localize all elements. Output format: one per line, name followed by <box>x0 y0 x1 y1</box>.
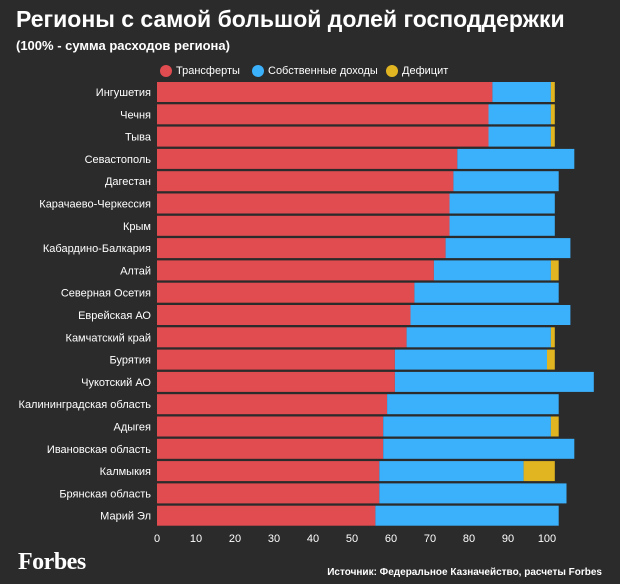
forbes-logo: Forbes <box>18 549 86 575</box>
bar-segment-transfers <box>157 171 454 192</box>
bar-segment-own-revenue <box>379 483 567 504</box>
category-label: Чечня <box>120 109 151 121</box>
category-label: Северная Осетия <box>61 288 151 300</box>
bar-segment-own-revenue <box>488 104 551 125</box>
bar-segment-transfers <box>157 238 446 259</box>
bar-segment-own-revenue <box>453 171 559 192</box>
bar-segment-own-revenue <box>375 505 559 526</box>
category-label: Калмыкия <box>100 466 151 478</box>
bar-segment-transfers <box>157 416 384 437</box>
bar-segment-transfers <box>157 193 450 214</box>
bar-segment-transfers <box>157 394 388 415</box>
chart-title: Регионы с самой большой долей господдерж… <box>16 6 565 32</box>
bar-segment-own-revenue <box>433 260 551 281</box>
category-label: Адыгея <box>113 422 151 434</box>
legend-swatch-deficit <box>386 65 398 77</box>
category-label: Крым <box>123 221 151 233</box>
bar-segment-deficit <box>550 126 555 147</box>
bar-segment-transfers <box>157 327 407 348</box>
bar-segment-transfers <box>157 371 395 392</box>
bar-segment-own-revenue <box>394 371 594 392</box>
category-label: Камчатский край <box>66 332 151 344</box>
x-tick-label: 40 <box>307 533 319 545</box>
x-tick-label: 20 <box>229 533 241 545</box>
bar-segment-transfers <box>157 305 411 325</box>
bar-segment-deficit <box>547 349 555 370</box>
category-label: Кабардино-Балкария <box>43 243 151 255</box>
bar-segment-own-revenue <box>383 438 575 459</box>
bar-segment-deficit <box>550 327 555 348</box>
bar-segment-deficit <box>550 104 555 125</box>
bar-segment-own-revenue <box>406 327 551 348</box>
bar-segment-own-revenue <box>449 193 555 214</box>
bar-segment-own-revenue <box>492 82 551 102</box>
bar-segment-own-revenue <box>445 238 571 259</box>
legend-label-own-revenue: Собственные доходы <box>268 65 378 77</box>
legend-swatch-transfers <box>160 65 172 77</box>
category-label: Ивановская область <box>47 444 151 456</box>
bar-segment-own-revenue <box>414 282 559 303</box>
bar-segment-own-revenue <box>387 394 559 415</box>
x-tick-label: 90 <box>502 533 514 545</box>
bar-segment-transfers <box>157 148 458 169</box>
category-label: Калининградская область <box>19 399 152 411</box>
bar-segment-own-revenue <box>383 416 551 437</box>
category-label: Тыва <box>125 132 152 144</box>
bar-segment-own-revenue <box>379 461 524 482</box>
bar-segment-transfers <box>157 461 380 482</box>
bar-segment-transfers <box>157 483 380 504</box>
x-tick-label: 70 <box>424 533 436 545</box>
legend-swatch-own-revenue <box>252 65 264 77</box>
category-label: Дагестан <box>105 176 151 188</box>
bar-segment-own-revenue <box>410 305 571 325</box>
category-label: Бурятия <box>110 355 151 367</box>
category-label: Ингушетия <box>96 87 151 99</box>
bar-segment-transfers <box>157 82 493 102</box>
bar-segment-transfers <box>157 282 415 303</box>
bar-segment-transfers <box>157 438 384 459</box>
legend-label-deficit: Дефицит <box>402 65 449 77</box>
chart-legend: Трансферты Собственные доходы Дефицит <box>0 64 620 78</box>
category-label: Карачаево-Черкессия <box>39 199 151 211</box>
bar-segment-transfers <box>157 215 450 236</box>
x-tick-label: 50 <box>346 533 358 545</box>
category-label: Алтай <box>120 265 151 277</box>
x-tick-label: 0 <box>154 533 160 545</box>
bar-segment-deficit <box>550 416 559 437</box>
x-tick-label: 30 <box>268 533 280 545</box>
category-label: Еврейская АО <box>78 310 151 322</box>
legend-label-transfers: Трансферты <box>176 65 240 77</box>
bar-segment-own-revenue <box>488 126 551 147</box>
bar-segment-own-revenue <box>394 349 547 370</box>
bar-segment-transfers <box>157 505 376 526</box>
source-note: Источник: Федеральное Казначейство, расч… <box>327 567 602 578</box>
x-tick-label: 100 <box>538 533 556 545</box>
bar-segment-own-revenue <box>449 215 555 236</box>
bar-segment-own-revenue <box>457 148 575 169</box>
x-tick-label: 60 <box>385 533 397 545</box>
bar-segment-transfers <box>157 126 489 147</box>
bar-segment-deficit <box>550 260 559 281</box>
x-tick-label: 80 <box>463 533 475 545</box>
category-label: Севастополь <box>85 154 152 166</box>
x-tick-label: 10 <box>190 533 202 545</box>
bar-segment-transfers <box>157 104 489 125</box>
category-label: Чукотский АО <box>81 377 151 389</box>
bar-segment-deficit <box>523 461 555 482</box>
bar-segment-transfers <box>157 349 395 370</box>
chart-subtitle: (100% - сумма расходов региона) <box>16 38 230 53</box>
category-label: Марий Эл <box>100 511 151 523</box>
bar-segment-deficit <box>550 82 555 102</box>
category-label: Брянская область <box>59 488 151 500</box>
bar-segment-transfers <box>157 260 434 281</box>
